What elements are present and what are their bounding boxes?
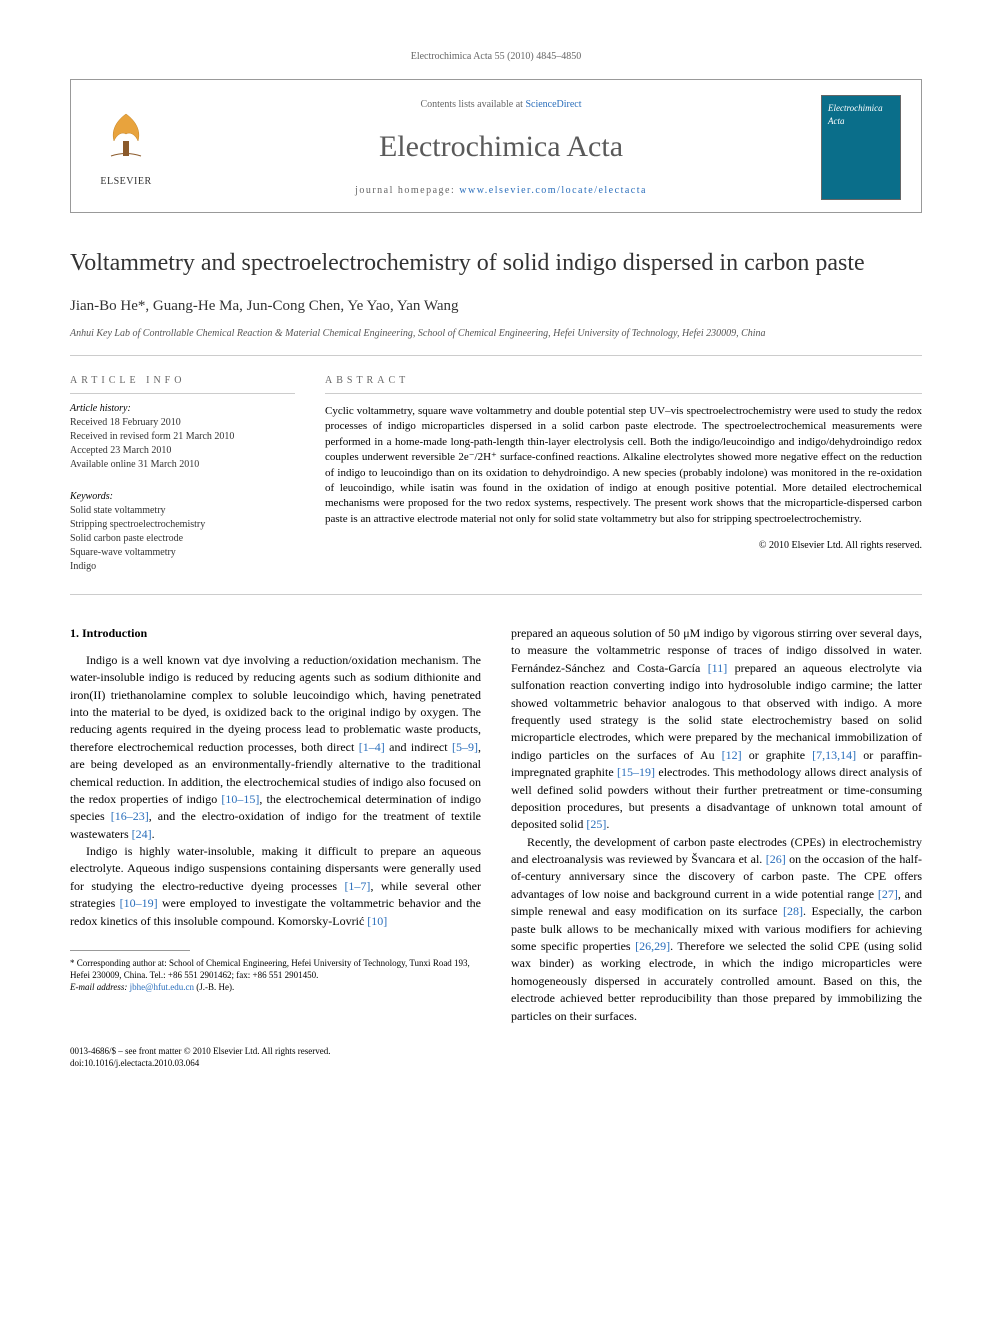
reference-link[interactable]: [16–23] bbox=[111, 809, 149, 823]
reference-link[interactable]: [1–7] bbox=[344, 879, 370, 893]
reference-link[interactable]: [26] bbox=[766, 852, 786, 866]
keyword: Solid state voltammetry bbox=[70, 504, 295, 518]
reference-link[interactable]: [11] bbox=[708, 661, 728, 675]
abstract-block: ABSTRACT Cyclic voltammetry, square wave… bbox=[325, 374, 922, 574]
history-label: Article history: bbox=[70, 402, 295, 416]
body-column-left: 1. Introduction Indigo is a well known v… bbox=[70, 625, 481, 1025]
history-accepted: Accepted 23 March 2010 bbox=[70, 444, 295, 458]
reference-link[interactable]: [25] bbox=[586, 817, 606, 831]
reference-link[interactable]: [7,13,14] bbox=[812, 748, 856, 762]
page-footer: 0013-4686/$ – see front matter © 2010 El… bbox=[70, 1045, 922, 1069]
keyword: Stripping spectroelectrochemistry bbox=[70, 518, 295, 532]
abstract-text: Cyclic voltammetry, square wave voltamme… bbox=[325, 404, 922, 527]
publisher-name: ELSEVIER bbox=[91, 175, 161, 189]
corresponding-author-footnote: * Corresponding author at: School of Che… bbox=[70, 957, 481, 981]
history-revised: Received in revised form 21 March 2010 bbox=[70, 430, 295, 444]
article-title: Voltammetry and spectroelectrochemistry … bbox=[70, 248, 922, 278]
reference-link[interactable]: [24] bbox=[132, 827, 152, 841]
email-footnote: E-mail address: jbhe@hfut.edu.cn (J.-B. … bbox=[70, 981, 481, 993]
journal-name: Electrochimica Acta bbox=[181, 126, 821, 168]
running-header: Electrochimica Acta 55 (2010) 4845–4850 bbox=[70, 50, 922, 64]
reference-link[interactable]: [10] bbox=[367, 914, 387, 928]
reference-link[interactable]: [15–19] bbox=[617, 765, 655, 779]
homepage-url[interactable]: www.elsevier.com/locate/electacta bbox=[459, 185, 647, 196]
front-matter-line: 0013-4686/$ – see front matter © 2010 El… bbox=[70, 1045, 331, 1057]
journal-cover-thumbnail: Electrochimica Acta bbox=[821, 95, 901, 200]
article-info-label: ARTICLE INFO bbox=[70, 374, 295, 394]
reference-link[interactable]: [26,29] bbox=[635, 939, 670, 953]
keywords-label: Keywords: bbox=[70, 490, 295, 504]
homepage-line: journal homepage: www.elsevier.com/locat… bbox=[181, 184, 821, 198]
keyword: Square-wave voltammetry bbox=[70, 546, 295, 560]
masthead: ELSEVIER Contents lists available at Sci… bbox=[70, 79, 922, 213]
publisher-logo: ELSEVIER bbox=[91, 106, 161, 188]
reference-link[interactable]: [12] bbox=[722, 748, 742, 762]
affiliation: Anhui Key Lab of Controllable Chemical R… bbox=[70, 327, 922, 356]
body-column-right: prepared an aqueous solution of 50 μM in… bbox=[511, 625, 922, 1025]
section-heading-introduction: 1. Introduction bbox=[70, 625, 481, 642]
intro-paragraph-1: Indigo is a well known vat dye involving… bbox=[70, 652, 481, 843]
doi-line: doi:10.1016/j.electacta.2010.03.064 bbox=[70, 1057, 331, 1069]
history-online: Available online 31 March 2010 bbox=[70, 458, 295, 472]
history-received: Received 18 February 2010 bbox=[70, 416, 295, 430]
intro-paragraph-3: prepared an aqueous solution of 50 μM in… bbox=[511, 625, 922, 834]
sciencedirect-link[interactable]: ScienceDirect bbox=[525, 99, 581, 110]
abstract-copyright: © 2010 Elsevier Ltd. All rights reserved… bbox=[325, 539, 922, 553]
reference-link[interactable]: [27] bbox=[878, 887, 898, 901]
reference-link[interactable]: [1–4] bbox=[359, 740, 385, 754]
keyword: Indigo bbox=[70, 560, 295, 574]
reference-link[interactable]: [10–19] bbox=[120, 896, 158, 910]
reference-link[interactable]: [5–9] bbox=[452, 740, 478, 754]
author-list: Jian-Bo He*, Guang-He Ma, Jun-Cong Chen,… bbox=[70, 296, 922, 317]
reference-link[interactable]: [10–15] bbox=[221, 792, 259, 806]
elsevier-tree-icon bbox=[96, 106, 156, 166]
article-info-block: ARTICLE INFO Article history: Received 1… bbox=[70, 374, 295, 574]
abstract-label: ABSTRACT bbox=[325, 374, 922, 394]
contents-line: Contents lists available at ScienceDirec… bbox=[181, 98, 821, 112]
footnote-separator bbox=[70, 950, 190, 951]
email-link[interactable]: jbhe@hfut.edu.cn bbox=[130, 982, 194, 992]
reference-link[interactable]: [28] bbox=[783, 904, 803, 918]
intro-paragraph-2: Indigo is highly water-insoluble, making… bbox=[70, 843, 481, 930]
keyword: Solid carbon paste electrode bbox=[70, 532, 295, 546]
intro-paragraph-4: Recently, the development of carbon past… bbox=[511, 834, 922, 1025]
